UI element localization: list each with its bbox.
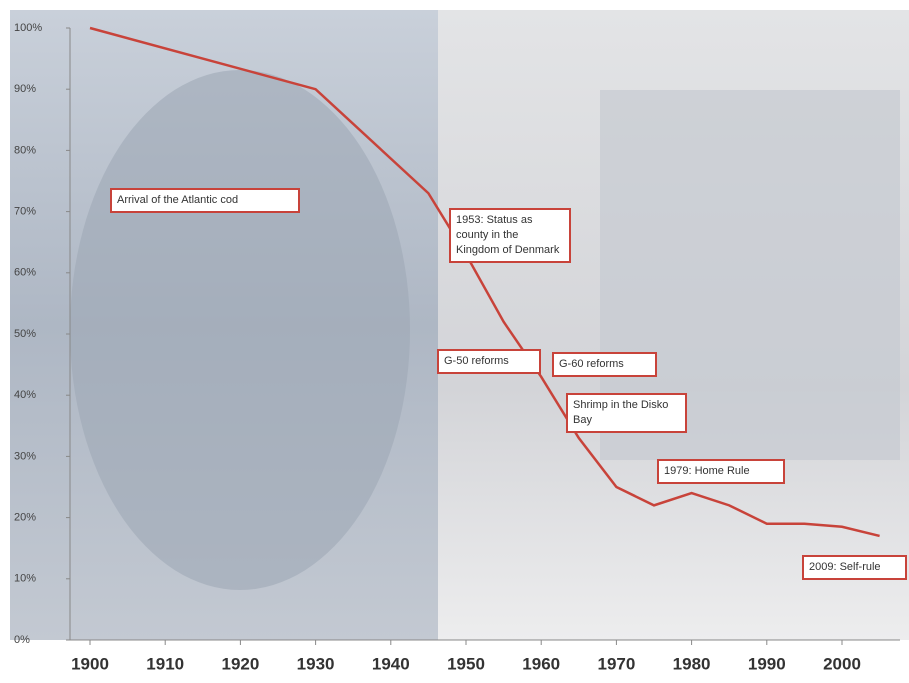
- y-tick-label: 60%: [14, 267, 36, 279]
- y-tick-label: 80%: [14, 144, 36, 156]
- annotation: 1979: Home Rule: [657, 459, 785, 484]
- y-tick-label: 20%: [14, 512, 36, 524]
- x-tick-label: 1930: [297, 654, 335, 673]
- x-tick-label: 1900: [71, 654, 109, 673]
- annotation: Arrival of the Atlantic cod: [110, 188, 300, 213]
- x-tick-label: 1970: [597, 654, 635, 673]
- chart-canvas: 0% 10% 20% 30% 40% 50% 60% 70% 80% 90% 100% 1900 191…: [0, 0, 909, 683]
- y-tick-label: 90%: [14, 83, 36, 95]
- x-tick-label: 1960: [522, 654, 560, 673]
- y-tick-label: 0%: [14, 634, 30, 646]
- annotation: G-50 reforms: [437, 349, 541, 374]
- y-tick-label: 100%: [14, 22, 42, 34]
- annotation: G-60 reforms: [552, 352, 657, 377]
- x-tick-label: 1910: [146, 654, 184, 673]
- x-tick-label: 1980: [673, 654, 711, 673]
- annotation: 1953: Status as county in the Kingdom of…: [449, 208, 571, 263]
- x-tick-label: 1920: [221, 654, 259, 673]
- x-tick-label: 1950: [447, 654, 485, 673]
- x-tick-label: 2000: [823, 654, 861, 673]
- y-tick-label: 50%: [14, 328, 36, 340]
- x-tick-label: 1940: [372, 654, 410, 673]
- annotation: Shrimp in the Disko Bay: [566, 393, 687, 433]
- x-tick-label: 1990: [748, 654, 786, 673]
- y-tick-label: 10%: [14, 573, 36, 585]
- y-tick-label: 40%: [14, 389, 36, 401]
- y-tick-label: 30%: [14, 450, 36, 462]
- photo-figure: [70, 70, 410, 590]
- chart: 0% 10% 20% 30% 40% 50% 60% 70% 80% 90% 100% 1900 191…: [0, 0, 909, 683]
- annotation: 2009: Self-rule: [802, 555, 907, 580]
- y-tick-label: 70%: [14, 206, 36, 218]
